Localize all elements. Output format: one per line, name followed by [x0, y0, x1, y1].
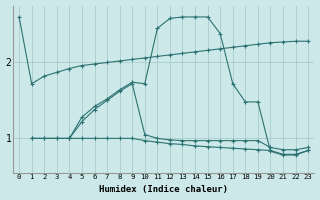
X-axis label: Humidex (Indice chaleur): Humidex (Indice chaleur): [99, 185, 228, 194]
